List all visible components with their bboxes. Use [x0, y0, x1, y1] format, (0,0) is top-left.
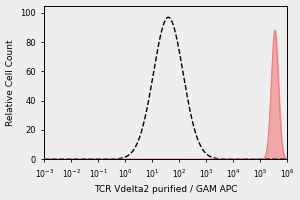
- Y-axis label: Relative Cell Count: Relative Cell Count: [6, 39, 15, 126]
- X-axis label: TCR Vdelta2 purified / GAM APC: TCR Vdelta2 purified / GAM APC: [94, 185, 237, 194]
